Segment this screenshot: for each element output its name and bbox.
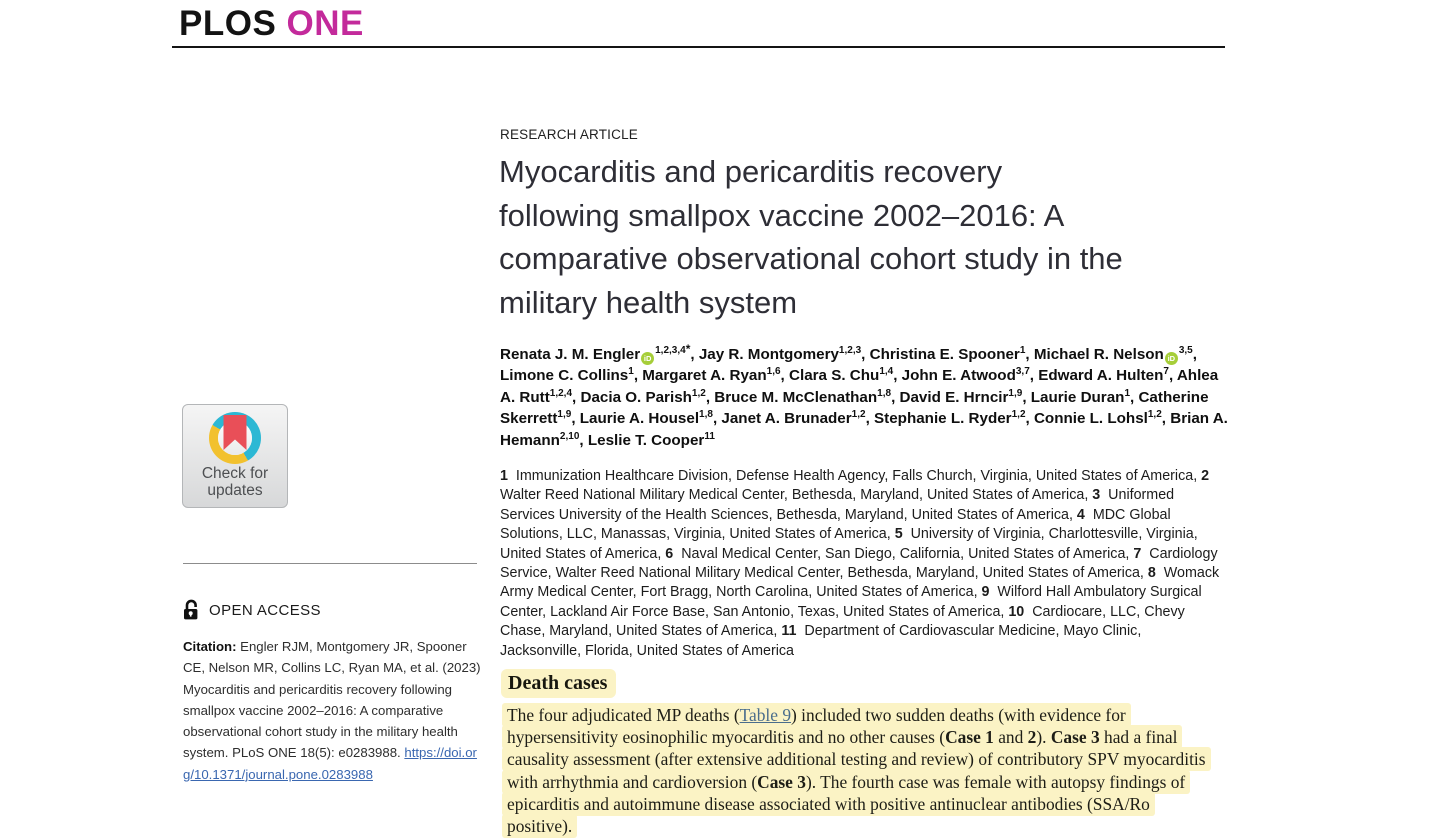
case-label: Case 1 bbox=[945, 727, 994, 748]
author: Laurie Duran1 bbox=[1030, 387, 1131, 406]
article-title-line: following smallpox vaccine 2002–2016: A bbox=[499, 197, 1065, 233]
affiliation-number: 8 bbox=[1147, 565, 1156, 582]
author: David E. Hrncir1,9 bbox=[899, 387, 1023, 406]
author: John E. Atwood3,7 bbox=[901, 366, 1030, 385]
author: Edward A. Hulten7 bbox=[1038, 366, 1169, 385]
orcid-icon[interactable]: iD bbox=[641, 352, 655, 366]
sidebar-divider bbox=[183, 563, 477, 564]
body-text: ). bbox=[1036, 727, 1051, 748]
affiliation-number: 2 bbox=[1201, 468, 1210, 484]
author: Michael R. Nelson iD3,5 bbox=[1034, 345, 1193, 366]
case-label: Case 3 bbox=[757, 771, 806, 792]
author: Leslie T. Cooper11 bbox=[587, 430, 715, 449]
author: Limone C. Collins1 bbox=[500, 366, 634, 385]
article-title-line: Myocarditis and pericarditis recovery bbox=[499, 154, 1003, 189]
research-article-kicker: RESEARCH ARTICLE bbox=[500, 127, 638, 142]
doi-link[interactable]: https://doi.org/10.1371/journal.pone.028… bbox=[183, 745, 477, 782]
author-list: Renata J. M. Engler iD1,2,3,4*, Jay R. Mo… bbox=[500, 341, 1228, 449]
affiliation-number: 3 bbox=[1092, 487, 1101, 504]
affiliation-number: 4 bbox=[1076, 506, 1085, 523]
author: Laurie A. Housel1,8 bbox=[579, 409, 713, 428]
affiliation-number: 10 bbox=[1008, 603, 1025, 620]
case-label: Case 3 bbox=[1050, 727, 1100, 748]
article-title-line: military health system bbox=[499, 284, 798, 320]
affiliation-number: 9 bbox=[981, 584, 990, 601]
body-text: ). The fourth case was female with autop… bbox=[507, 771, 1186, 837]
highlighted-text: The four adjudicated MP deaths (Table 9)… bbox=[502, 703, 1211, 839]
affiliation-number: 7 bbox=[1133, 545, 1142, 562]
check-for-updates-badge[interactable]: Check for updates bbox=[182, 404, 288, 508]
crossmark-ribbon-icon bbox=[223, 415, 247, 450]
author: Christina E. Spooner1 bbox=[869, 344, 1026, 363]
body-text: ) included two sudden deaths (with evide… bbox=[507, 705, 1126, 748]
affiliations: 1 Immunization Healthcare Division, Defe… bbox=[500, 468, 1220, 659]
body-text: The four adjudicated MP deaths ( bbox=[507, 705, 740, 725]
affiliation-number: 1 bbox=[500, 468, 508, 484]
table-9-link[interactable]: Table 9 bbox=[739, 705, 792, 725]
citation-text: Engler RJM, Montgomery JR, Spooner CE, N… bbox=[183, 639, 481, 761]
author: Bruce M. McClenathan1,8 bbox=[714, 387, 892, 406]
author: Dacia O. Parish1,2 bbox=[580, 387, 706, 406]
case-label: 2 bbox=[1027, 727, 1037, 748]
affiliation-number: 5 bbox=[894, 526, 903, 543]
plos-one-logo: PLOS ONE bbox=[179, 4, 364, 44]
crossmark-icon bbox=[209, 412, 261, 464]
open-lock-icon bbox=[183, 599, 200, 621]
author: Margaret A. Ryan1,6 bbox=[642, 366, 781, 385]
check-for-updates-label: Check for updates bbox=[201, 465, 269, 499]
affiliation-number: 11 bbox=[781, 623, 797, 640]
body-text: had a final causality assessment (after … bbox=[507, 727, 1206, 792]
section-heading: Death cases bbox=[501, 669, 617, 698]
logo-plos: PLOS bbox=[179, 4, 287, 43]
open-access-label: OPEN ACCESS bbox=[209, 601, 321, 619]
author: Jay R. Montgomery1,2,3 bbox=[698, 344, 862, 363]
body-text: and bbox=[993, 727, 1028, 748]
logo-one: ONE bbox=[286, 4, 364, 43]
author: Janet A. Brunader1,2 bbox=[721, 409, 866, 428]
death-cases-paragraph: The four adjudicated MP deaths (Table 9)… bbox=[502, 703, 1213, 839]
article-title-line: comparative observational cohort study i… bbox=[499, 241, 1123, 276]
author: Catherine Skerrett1,9 bbox=[500, 388, 1209, 428]
open-access-row: OPEN ACCESS bbox=[183, 599, 321, 621]
author: Stephanie L. Ryder1,2 bbox=[874, 409, 1026, 428]
author: Clara S. Chu1,4 bbox=[789, 366, 894, 385]
header-rule bbox=[172, 46, 1225, 48]
author: Connie L. Lohsl1,2 bbox=[1033, 409, 1162, 428]
author: Ahlea A. Rutt1,2,4 bbox=[500, 367, 1219, 406]
section-heading-wrap: Death cases bbox=[501, 669, 617, 698]
article-title: Myocarditis and pericarditis recovery fol… bbox=[499, 150, 1239, 324]
author: Brian A. Hemann2,10 bbox=[500, 410, 1228, 449]
author: Renata J. M. Engler iD1,2,3,4* bbox=[500, 343, 690, 366]
orcid-icon[interactable]: iD bbox=[1164, 352, 1178, 366]
affiliation-number: 6 bbox=[665, 545, 674, 562]
citation-block: Citation: Engler RJM, Montgomery JR, Spo… bbox=[183, 636, 481, 785]
citation-label: Citation: bbox=[183, 639, 237, 654]
